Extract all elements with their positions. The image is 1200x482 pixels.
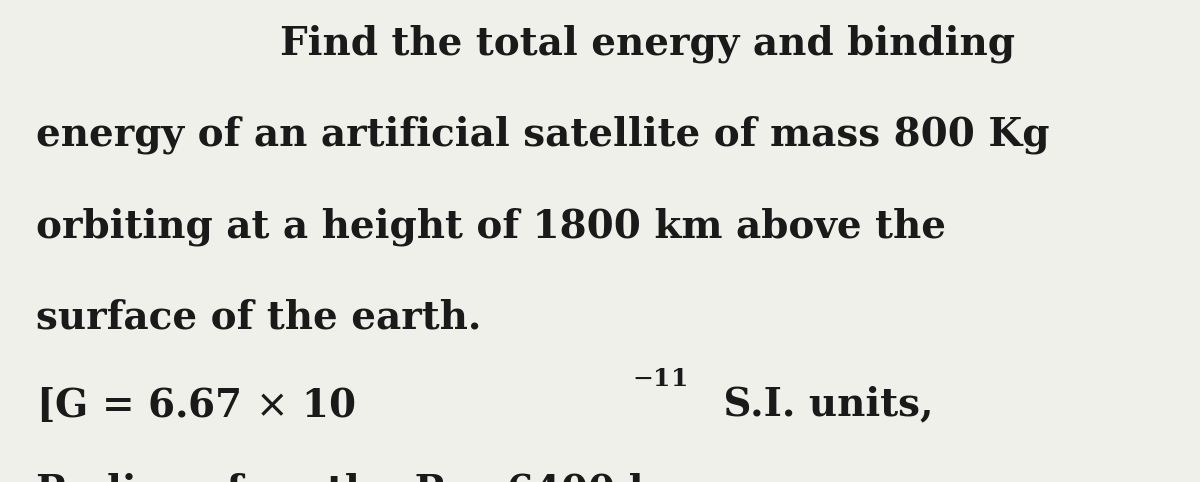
Text: Find the total energy and binding: Find the total energy and binding <box>281 24 1015 63</box>
Text: S.I. units,: S.I. units, <box>710 386 934 424</box>
Text: Radius of earth : R = 6400 km,: Radius of earth : R = 6400 km, <box>36 472 710 482</box>
Text: orbiting at a height of 1800 km above the: orbiting at a height of 1800 km above th… <box>36 207 946 246</box>
Text: energy of an artificial satellite of mass 800 Kg: energy of an artificial satellite of mas… <box>36 116 1050 154</box>
Text: surface of the earth.: surface of the earth. <box>36 299 481 337</box>
Text: $-$11: $-$11 <box>632 367 688 391</box>
Text: [G = 6.67 $\times$ 10: [G = 6.67 $\times$ 10 <box>36 386 356 425</box>
